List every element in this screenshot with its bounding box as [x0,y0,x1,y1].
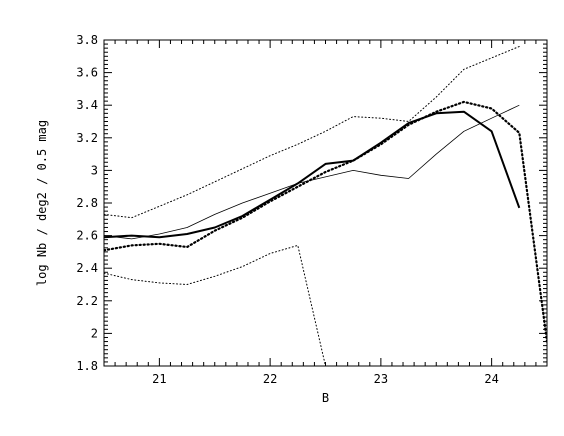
plot-content [104,46,547,366]
y-tick-label: 1.8 [76,359,98,373]
x-tick-label: 21 [152,372,166,386]
series-line-1 [104,110,521,239]
x-axis-title: B [322,391,329,405]
y-tick-label: 3 [91,163,98,177]
y-tick-label: 2.2 [76,294,98,308]
x-tick-label: 22 [263,372,277,386]
series-line-2 [104,104,520,240]
series-line-5 [104,244,326,366]
plot-frame [103,39,548,367]
y-axis: 1.8 2 2.2 2.4 2.6 2.8 3 3.2 3.4 3.6 3.8 [76,33,547,373]
series-line-3 [104,100,547,343]
y-tick-label: 2.8 [76,196,98,210]
x-axis: 21 22 23 24 [114,40,537,386]
y-tick-label: 3.2 [76,131,98,145]
series-line-4 [104,46,520,219]
x-tick-label: 23 [374,372,388,386]
x-tick-label: 24 [484,372,498,386]
y-axis-title: log Nb / deg2 / 0.5 mag [35,120,49,286]
y-tick-label: 2.4 [76,261,98,275]
y-tick-label: 2 [91,326,98,340]
y-tick-label: 2.6 [76,229,98,243]
y-tick-label: 3.4 [76,98,98,112]
y-tick-label: 3.8 [76,33,98,47]
y-tick-label: 3.6 [76,66,98,80]
